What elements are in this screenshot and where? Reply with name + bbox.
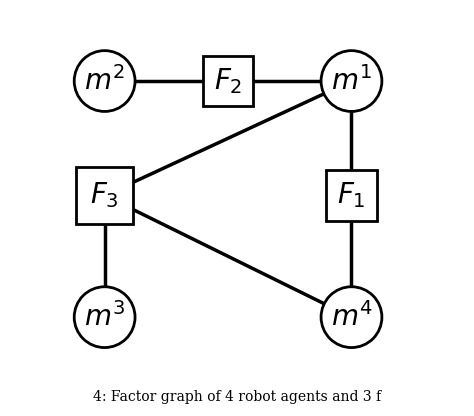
- Circle shape: [74, 287, 135, 348]
- Text: $F_1$: $F_1$: [337, 181, 366, 210]
- Bar: [203, 56, 253, 106]
- Text: 4: Factor graph of 4 robot agents and 3 f: 4: Factor graph of 4 robot agents and 3 …: [93, 389, 381, 404]
- Circle shape: [321, 287, 382, 348]
- Text: $m^1$: $m^1$: [331, 66, 372, 96]
- Bar: [76, 167, 133, 224]
- Circle shape: [74, 51, 135, 111]
- Text: $m^2$: $m^2$: [84, 66, 125, 96]
- Text: $m^3$: $m^3$: [84, 302, 125, 332]
- Text: $m^4$: $m^4$: [331, 302, 372, 332]
- Text: $F_3$: $F_3$: [90, 181, 119, 210]
- Circle shape: [321, 51, 382, 111]
- Bar: [327, 171, 376, 220]
- Text: $F_2$: $F_2$: [214, 66, 242, 96]
